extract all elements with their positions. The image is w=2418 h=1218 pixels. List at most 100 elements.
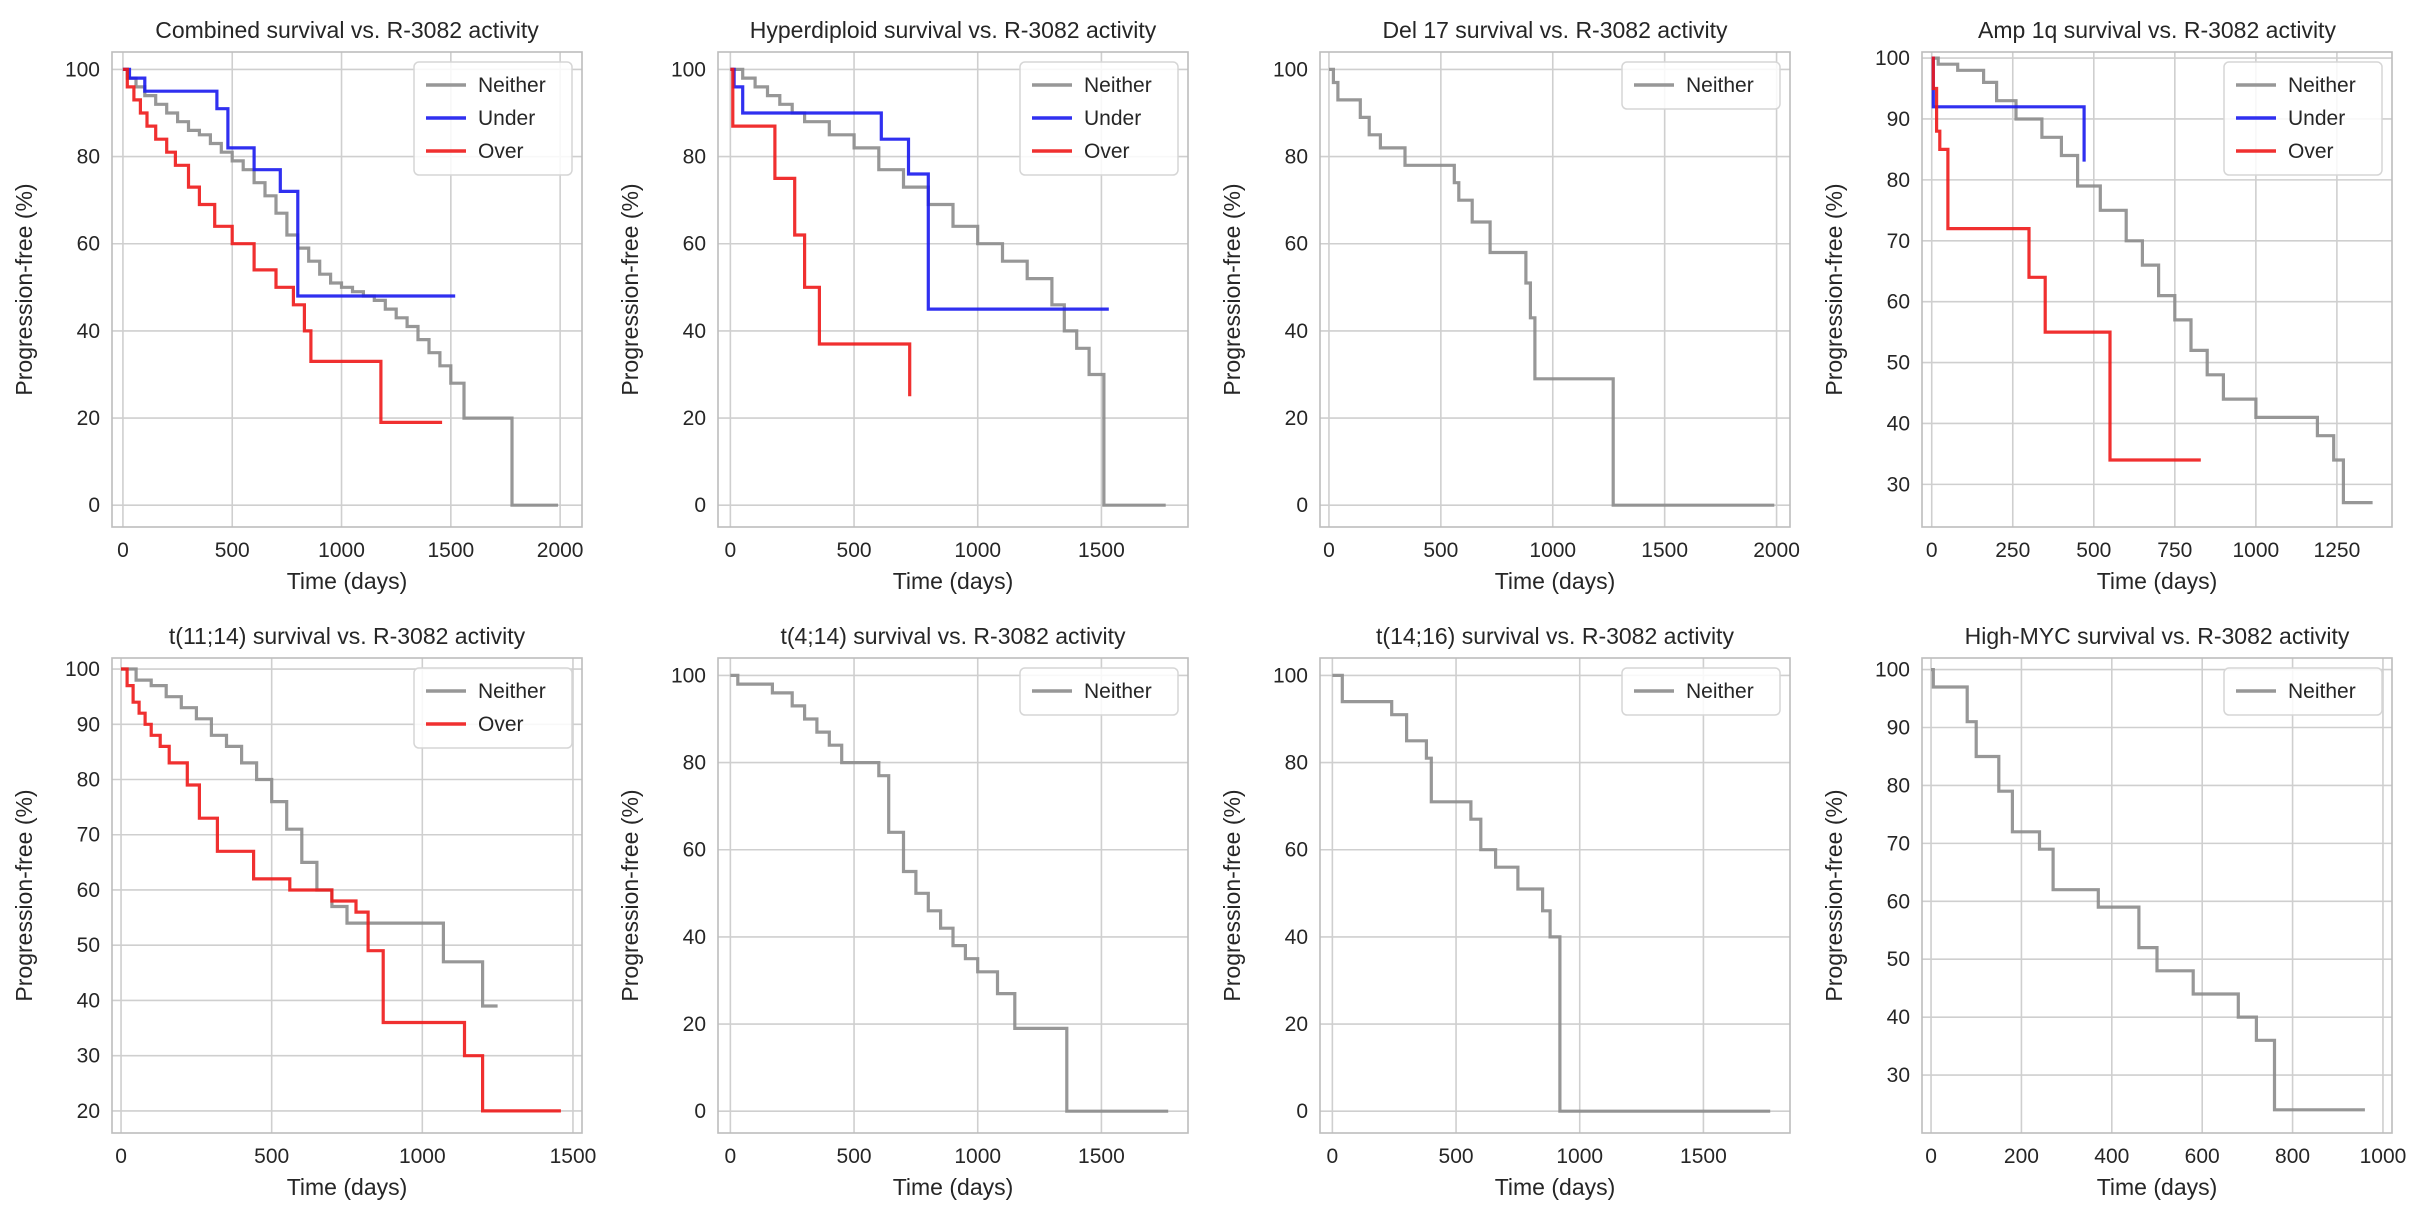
plot-frame <box>1921 657 2393 1134</box>
x-axis-label: Time (days) <box>287 568 408 594</box>
series-line-over <box>1931 56 2201 462</box>
y-tick-label: 0 <box>694 1100 706 1123</box>
plot-area <box>1320 52 1790 527</box>
subplot-5: 0 500 1000 1500 20 30 40 50 60 70 80 90 100 t(11;14) … <box>11 623 596 1200</box>
x-tick-label: 2000 <box>1753 539 1800 562</box>
y-tick-label: 0 <box>694 494 706 517</box>
y-axis-label: Progression-free (%) <box>11 183 37 395</box>
y-tick-label: 20 <box>77 407 100 430</box>
legend: Neither <box>1019 667 1179 716</box>
chart-title: Amp 1q survival vs. R-3082 activity <box>1978 17 2336 43</box>
y-tick-label: 30 <box>1887 473 1910 496</box>
x-tick-label: 1500 <box>1641 539 1688 562</box>
y-tick-label: 50 <box>77 934 100 957</box>
plot-area <box>718 658 1188 1133</box>
x-tick-label: 500 <box>2076 539 2111 562</box>
x-tick-label: 1000 <box>1556 1145 1603 1168</box>
x-tick-label: 0 <box>1926 539 1938 562</box>
y-tick-label: 70 <box>1887 832 1910 855</box>
y-tick-label: 60 <box>1887 890 1910 913</box>
subplot-1: 0 500 1000 1500 2000 0 20 40 60 80 100 Combined sur… <box>11 17 583 594</box>
x-tick-label: 1000 <box>1529 539 1576 562</box>
legend: Neither Under Over <box>2223 61 2383 176</box>
y-tick-label: 80 <box>77 769 100 792</box>
x-tick-label: 1250 <box>2314 539 2361 562</box>
y-axis-label: Progression-free (%) <box>1821 183 1847 395</box>
x-tick-label: 1500 <box>1078 539 1125 562</box>
x-tick-label: 600 <box>2185 1145 2220 1168</box>
y-tick-label: 100 <box>1875 659 1910 682</box>
x-tick-label: 0 <box>725 1145 737 1168</box>
series-line-neither <box>121 667 498 1008</box>
x-tick-label: 500 <box>254 1145 289 1168</box>
y-tick-label: 90 <box>1887 108 1910 131</box>
series-line-over <box>122 67 443 424</box>
legend-box <box>1621 667 1781 716</box>
x-tick-label: 0 <box>1327 1145 1339 1168</box>
legend-box <box>2223 667 2383 716</box>
y-tick-label: 80 <box>1285 752 1308 775</box>
y-tick-label: 100 <box>1875 47 1910 70</box>
legend-label-over: Over <box>1084 140 1130 163</box>
y-tick-label: 100 <box>1273 664 1308 687</box>
y-axis-label: Progression-free (%) <box>617 789 643 1001</box>
y-tick-label: 60 <box>683 839 706 862</box>
x-tick-label: 1000 <box>399 1145 446 1168</box>
y-tick-label: 100 <box>1273 58 1308 81</box>
x-tick-label: 0 <box>115 1145 127 1168</box>
y-tick-label: 60 <box>1285 839 1308 862</box>
y-tick-label: 40 <box>1285 926 1308 949</box>
plot-frame <box>1319 657 1791 1134</box>
legend-box <box>2223 61 2383 176</box>
series-line-neither <box>1931 668 2365 1112</box>
y-tick-label: 100 <box>671 58 706 81</box>
y-tick-label: 40 <box>77 320 100 343</box>
x-tick-label: 500 <box>837 539 872 562</box>
x-tick-label: 500 <box>837 1145 872 1168</box>
y-tick-label: 20 <box>683 1013 706 1036</box>
chart-title: t(14;16) survival vs. R-3082 activity <box>1376 623 1734 649</box>
y-tick-label: 40 <box>1285 320 1308 343</box>
y-axis-label: Progression-free (%) <box>1821 789 1847 1001</box>
y-tick-label: 0 <box>88 494 100 517</box>
y-tick-label: 40 <box>683 320 706 343</box>
y-tick-label: 60 <box>77 233 100 256</box>
subplot-6: 0 500 1000 1500 0 20 40 60 80 100 t(4;14) survival… <box>617 623 1189 1200</box>
y-tick-label: 0 <box>1296 1100 1308 1123</box>
x-tick-label: 1500 <box>1078 1145 1125 1168</box>
y-tick-label: 90 <box>1887 717 1910 740</box>
series-line-over <box>121 667 561 1113</box>
y-axis-label: Progression-free (%) <box>617 183 643 395</box>
x-tick-label: 2000 <box>537 539 584 562</box>
y-tick-label: 60 <box>683 233 706 256</box>
x-tick-label: 500 <box>1423 539 1458 562</box>
y-tick-label: 40 <box>1887 412 1910 435</box>
series-line-under <box>122 67 456 298</box>
legend-label-over: Over <box>478 140 524 163</box>
y-tick-label: 20 <box>77 1100 100 1123</box>
plot-frame <box>111 657 583 1134</box>
x-axis-label: Time (days) <box>2097 1174 2218 1200</box>
x-axis-label: Time (days) <box>893 568 1014 594</box>
legend-box <box>1621 61 1781 110</box>
y-tick-label: 100 <box>65 58 100 81</box>
y-tick-label: 70 <box>77 824 100 847</box>
legend-label-neither: Neither <box>478 680 546 703</box>
chart-title: Combined survival vs. R-3082 activity <box>155 17 539 43</box>
chart-title: Del 17 survival vs. R-3082 activity <box>1382 17 1728 43</box>
legend: Neither <box>2223 667 2383 716</box>
y-tick-label: 20 <box>1285 1013 1308 1036</box>
y-tick-label: 40 <box>683 926 706 949</box>
y-tick-label: 60 <box>77 879 100 902</box>
x-tick-label: 1500 <box>427 539 474 562</box>
y-tick-label: 80 <box>77 146 100 169</box>
x-tick-label: 750 <box>2157 539 2192 562</box>
chart-title: High-MYC survival vs. R-3082 activity <box>1965 623 2350 649</box>
y-tick-label: 50 <box>1887 948 1910 971</box>
subplot-7: 0 500 1000 1500 0 20 40 60 80 100 t(14;16) surviva… <box>1219 623 1791 1200</box>
legend: Neither <box>1621 667 1781 716</box>
x-axis-label: Time (days) <box>1495 1174 1616 1200</box>
plot-frame <box>1921 51 2393 528</box>
y-tick-label: 70 <box>1887 230 1910 253</box>
